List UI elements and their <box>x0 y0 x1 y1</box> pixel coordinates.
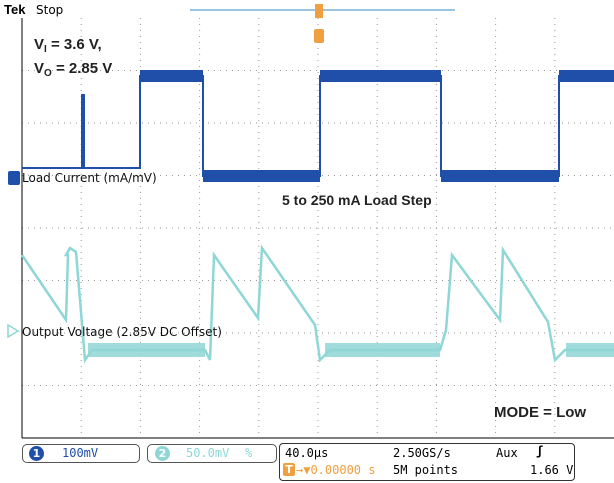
trigger-level: 1.66 V <box>530 463 574 477</box>
timebase-panel[interactable] <box>279 443 575 481</box>
trigger-source: Aux <box>496 446 518 460</box>
channel1-ground-marker <box>8 171 20 185</box>
channel2-number-badge: 2 <box>155 446 170 461</box>
channel1-scale-box[interactable] <box>22 444 140 463</box>
trigger-slope-icon: ʃ <box>536 444 544 458</box>
input-voltage-annotation: VI = 3.6 V, <box>34 36 102 55</box>
channel2-noise-band <box>325 343 440 357</box>
channel1-label: Load Current (mA/mV) <box>22 171 157 185</box>
channel1-noise-band <box>203 170 320 182</box>
timebase-value: 40.0µs <box>285 446 329 460</box>
sample-rate: 2.50GS/s <box>393 446 451 460</box>
channel2-trace <box>20 244 614 364</box>
trigger-delay: →▼0.00000 s <box>296 463 376 477</box>
channel2-scale: 50.0mV <box>186 446 230 460</box>
channel2-noise-band <box>88 343 205 357</box>
brand-label: Tek <box>4 2 26 17</box>
channel1-noise-band <box>441 170 559 182</box>
channel2-ground-marker <box>7 323 20 339</box>
acquisition-state: Stop <box>36 3 64 17</box>
channel1-scale: 100mV <box>62 446 99 460</box>
channel2-label: Output Voltage (2.85V DC Offset) <box>22 325 222 339</box>
channel1-noise-band <box>559 70 614 82</box>
output-voltage-annotation: VO = 2.85 V <box>34 60 113 79</box>
trigger-position-marker <box>315 4 323 18</box>
channel2-scale-box[interactable] <box>147 444 277 463</box>
trigger-point-icon <box>314 29 324 43</box>
channel1-noise-band <box>140 70 203 82</box>
channel2-bandwidth-suffix: % <box>245 446 253 460</box>
channel1-noise-band <box>320 70 441 82</box>
channel2-noise-band <box>566 343 614 357</box>
mode-annotation: MODE = Low <box>494 404 587 421</box>
load-step-annotation: 5 to 250 mA Load Step <box>282 192 432 208</box>
trigger-marker-icon: T <box>283 463 295 476</box>
channel1-number-badge: 1 <box>29 446 44 461</box>
record-length: 5M points <box>393 463 459 477</box>
